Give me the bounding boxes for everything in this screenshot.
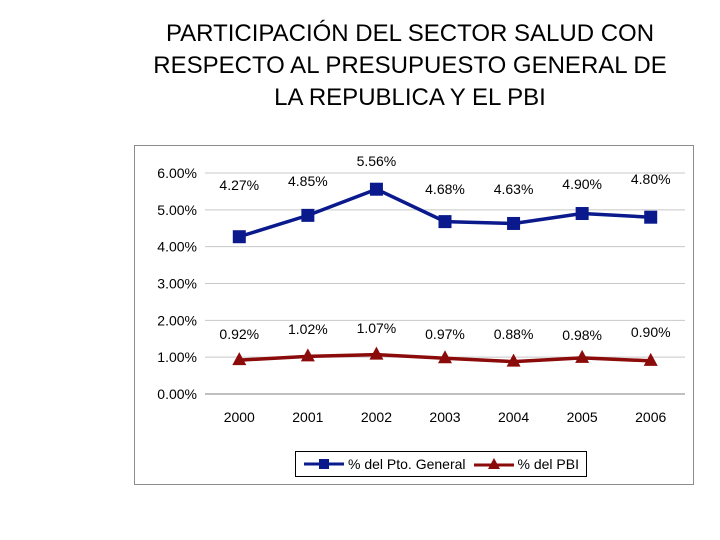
title-line-2: RESPECTO AL PRESUPUESTO GENERAL DE — [153, 52, 667, 79]
x-tick-label: 2000 — [224, 409, 255, 425]
y-tick-label: 0.00% — [157, 386, 197, 402]
data-point-triangle — [506, 353, 521, 367]
data-point-square — [369, 182, 383, 196]
y-tick-label: 1.00% — [157, 349, 197, 365]
y-tick-label: 2.00% — [157, 312, 197, 328]
chart-legend: % del Pto. General % del PBI — [295, 451, 587, 477]
data-label: 0.88% — [494, 326, 534, 342]
legend-square-marker-icon — [304, 459, 344, 469]
legend-label-presupuesto: % del Pto. General — [348, 456, 466, 472]
data-label: 4.85% — [288, 173, 328, 189]
data-point-square — [644, 210, 658, 224]
data-point-square — [438, 215, 452, 229]
data-label: 4.80% — [631, 171, 671, 187]
data-label: 4.63% — [494, 181, 534, 197]
chart-frame: 0.00% 1.00% 2.00% 3.00% 4.00% 5.00% 6.00% 2000 2… — [134, 145, 694, 485]
data-point-triangle — [575, 349, 590, 363]
legend-triangle-marker-icon — [473, 458, 514, 469]
data-label: 4.68% — [425, 181, 465, 197]
x-tick-label: 2002 — [361, 409, 392, 425]
title-line-1: PARTICIPACIÓN DEL SECTOR SALUD CON — [165, 20, 655, 47]
legend-item-presupuesto: % del Pto. General — [302, 456, 466, 472]
line-chart: 0.00% 1.00% 2.00% 3.00% 4.00% 5.00% 6.00% 2000 2… — [157, 153, 685, 425]
data-label: 0.92% — [219, 326, 259, 342]
data-label: 4.27% — [219, 177, 259, 193]
x-tick-label: 2005 — [567, 409, 598, 425]
data-point-triangle — [232, 352, 247, 366]
data-label: 0.98% — [562, 327, 602, 343]
data-label: 1.02% — [288, 321, 328, 337]
data-label: 4.90% — [562, 176, 602, 192]
x-tick-label: 2003 — [429, 409, 460, 425]
data-point-square — [507, 216, 521, 230]
legend-item-pbi: % del PBI — [472, 456, 579, 472]
y-tick-label: 4.00% — [157, 239, 197, 255]
data-point-triangle — [300, 348, 315, 362]
data-point-triangle — [369, 346, 384, 360]
data-point-square — [575, 207, 589, 221]
data-label: 1.07% — [357, 320, 397, 336]
data-label: 5.56% — [357, 153, 397, 169]
x-tick-label: 2006 — [635, 409, 666, 425]
x-tick-label: 2001 — [292, 409, 323, 425]
title-line-3: LA REPUBLICA Y EL PBI — [274, 84, 546, 111]
data-point-square — [301, 208, 315, 222]
y-tick-label: 5.00% — [157, 202, 197, 218]
page-title: PARTICIPACIÓN DEL SECTOR SALUD CON RESPE… — [100, 18, 720, 114]
data-point-triangle — [643, 352, 658, 366]
x-tick-label: 2004 — [498, 409, 529, 425]
data-label: 0.97% — [425, 326, 465, 342]
legend-label-pbi: % del PBI — [517, 456, 579, 472]
y-tick-label: 3.00% — [157, 276, 197, 292]
data-point-square — [232, 230, 246, 244]
y-tick-label: 6.00% — [157, 165, 197, 181]
data-label: 0.90% — [631, 324, 671, 340]
data-point-triangle — [438, 350, 452, 364]
